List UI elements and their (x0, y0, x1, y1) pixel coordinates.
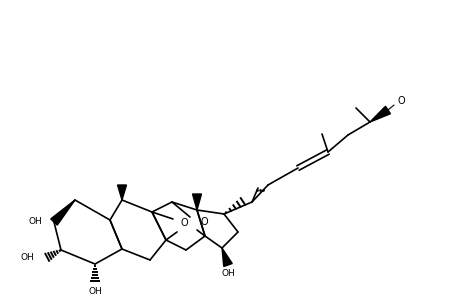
Polygon shape (192, 194, 201, 210)
Polygon shape (117, 185, 126, 200)
Text: OH: OH (221, 269, 235, 278)
Text: O: O (396, 96, 404, 106)
Polygon shape (222, 248, 232, 266)
Polygon shape (50, 200, 75, 225)
Text: O: O (180, 218, 187, 228)
Polygon shape (369, 106, 390, 122)
Text: OH: OH (28, 218, 42, 226)
Text: O: O (200, 217, 207, 227)
Text: OH: OH (20, 254, 34, 262)
Text: OH: OH (88, 286, 101, 296)
